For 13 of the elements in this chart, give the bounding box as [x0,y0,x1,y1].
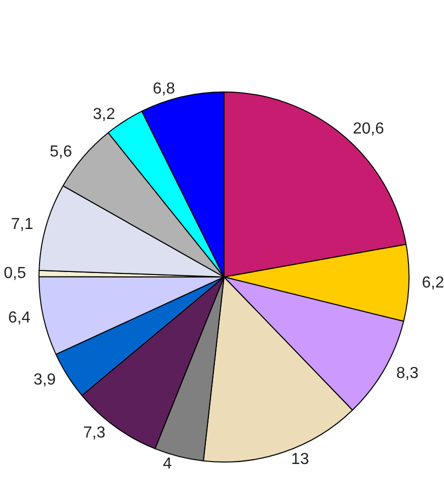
data-label: 8,3 [396,364,419,382]
data-label: 3,2 [92,106,116,123]
data-label: 6,2 [422,274,444,292]
data-label: 13 [291,451,310,468]
data-label: 6,8 [152,80,176,98]
data-label: 7,1 [11,216,34,233]
data-label: 5,6 [50,143,72,160]
data-label: 20,6 [352,120,384,138]
data-label: 4 [162,456,172,473]
data-label: 0,5 [4,264,26,282]
data-label: 7,3 [83,424,106,442]
data-label: 6,4 [8,310,31,327]
data-label: 3,9 [34,372,56,389]
